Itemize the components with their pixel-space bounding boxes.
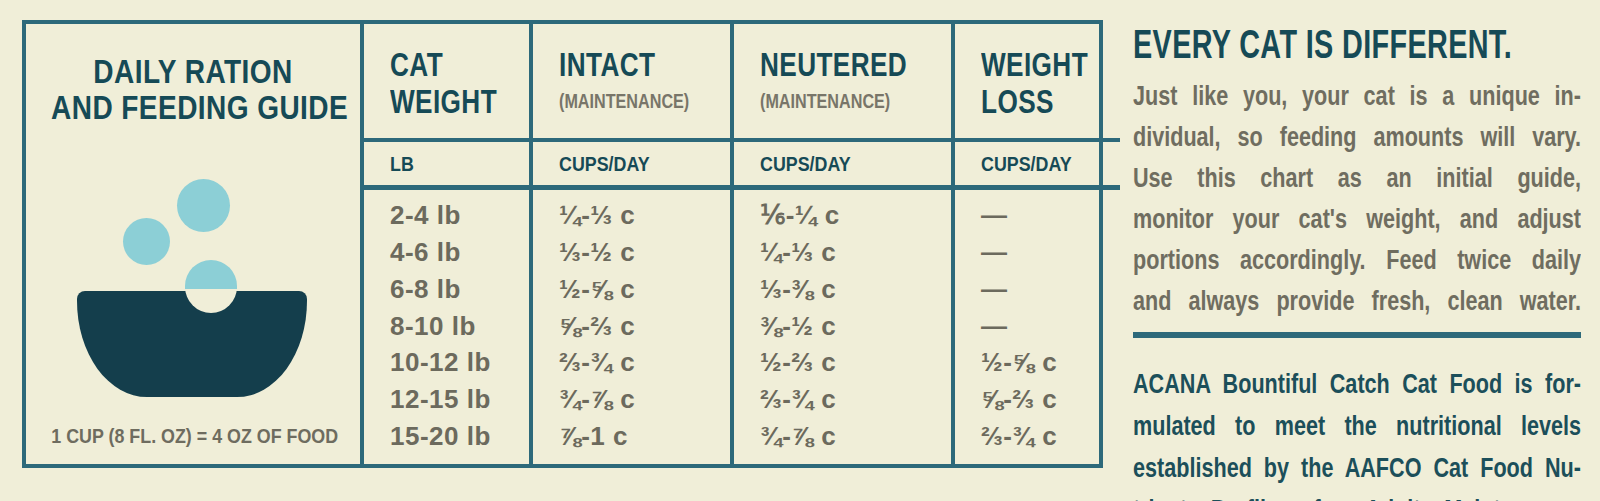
cell-cups-per-day: ⅝-⅔ c [981,384,1120,415]
cell-weight-range: 12-15 lb [390,384,529,415]
column-values: ⅙-¼ c ¼-⅓ c ⅓-⅜ c ⅜-½ c ½-⅔ c ⅔-¾ c ¾-⅞ … [734,190,951,464]
kibble-dot-icon [123,218,170,265]
intro-line: and always provide fresh, clean water. [1133,281,1581,322]
cell-weight-range: 8-10 lb [390,311,529,342]
intro-line: portions accordingly. Feed twice daily [1133,240,1581,281]
cell-cups-per-day: ⅝-⅔ c [559,311,730,342]
intro-line: monitor your cat's weight, and adjust [1133,199,1581,240]
cell-cups-per-day: ⅔-¾ c [559,347,730,378]
aafco-line: ACANA Bountiful Catch Cat Food is for- [1133,363,1581,405]
column-neutered: NEUTERED (MAINTENANCE) CUPS/DAY ⅙-¼ c ¼-… [730,24,951,464]
cell-cups-per-day: — [981,311,1120,342]
cell-cups-per-day: ¾-⅞ c [559,384,730,415]
intro-line: Just like you, your cat is a unique in- [1133,76,1581,117]
cell-weight-range: 4-6 lb [390,237,529,268]
cell-weight-range: 15-20 lb [390,421,529,452]
cell-cups-per-day: ⅔-¾ c [760,384,951,415]
column-values: 2-4 lb 4-6 lb 6-8 lb 8-10 lb 10-12 lb 12… [364,190,529,464]
aafco-line: trient Profiles for Adult Maintenance. [1133,489,1581,501]
cell-cups-per-day: ½-⅝ c [559,274,730,305]
column-values: — — — — ½-⅝ c ⅝-⅔ c ⅔-¾ c [955,190,1120,464]
cell-cups-per-day: ⅜-½ c [760,311,951,342]
column-header: INTACT (MAINTENANCE) [533,24,730,138]
cell-cups-per-day: — [981,200,1120,231]
cell-cups-per-day: ¾-⅞ c [760,421,951,452]
column-unit: CUPS/DAY [734,138,951,190]
kibble-dot-icon [177,179,230,232]
column-cat-weight: CAT WEIGHT LB 2-4 lb 4-6 lb 6-8 lb 8-10 … [360,24,529,464]
cell-weight-range: 6-8 lb [390,274,529,305]
column-title: CAT WEIGHT [390,46,529,120]
cell-cups-per-day: — [981,274,1120,305]
divider-rule [1133,332,1581,338]
column-title: INTACT [559,46,730,83]
column-values: ¼-⅓ c ⅓-½ c ½-⅝ c ⅝-⅔ c ⅔-¾ c ¾-⅞ c ⅞-1 … [533,190,730,464]
cell-cups-per-day: ½-⅔ c [760,347,951,378]
column-weight-loss: WEIGHT LOSS CUPS/DAY — — — — ½-⅝ c ⅝-⅔ c… [951,24,1120,464]
column-header: NEUTERED (MAINTENANCE) [734,24,951,138]
intro-line: dividual, so feeding amounts will vary. [1133,117,1581,158]
feeding-guide-box: DAILY RATION AND FEEDING GUIDE 1 CUP (8 … [22,20,1103,468]
cell-cups-per-day: ⅓-⅜ c [760,274,951,305]
cell-weight-range: 2-4 lb [390,200,529,231]
cup-conversion-note: 1 CUP (8 FL. OZ) = 4 OZ OF FOOD [26,424,360,448]
cell-cups-per-day: ¼-⅓ c [559,200,730,231]
bowl-icon [77,291,307,397]
feeding-guide-label: DAILY RATION AND FEEDING GUIDE 1 CUP (8 … [0,0,1600,501]
column-subtitle: (MAINTENANCE) [760,89,951,113]
cell-cups-per-day: — [981,237,1120,268]
column-intact: INTACT (MAINTENANCE) CUPS/DAY ¼-⅓ c ⅓-½ … [529,24,730,464]
intro-line: Use this chart as an initial guide, [1133,158,1581,199]
column-unit: CUPS/DAY [533,138,730,190]
info-panel: EVERY CAT IS DIFFERENT. Just like you, y… [1133,22,1581,501]
kibble-dot-icon [185,260,237,289]
cell-weight-range: 10-12 lb [390,347,529,378]
cell-cups-per-day: ⅓-½ c [559,237,730,268]
column-title: NEUTERED [760,46,951,83]
column-subtitle: (MAINTENANCE) [559,89,730,113]
daily-ration-panel: DAILY RATION AND FEEDING GUIDE 1 CUP (8 … [26,24,360,464]
aafco-line: established by the AAFCO Cat Food Nu- [1133,447,1581,489]
info-heading: EVERY CAT IS DIFFERENT. [1133,22,1456,66]
column-unit: LB [364,138,529,190]
aafco-statement-paragraph: ACANA Bountiful Catch Cat Food is for- m… [1133,363,1581,501]
cat-food-bowl-icon [26,24,360,464]
cell-cups-per-day: ⅞-1 c [559,421,730,452]
cell-cups-per-day: ½-⅝ c [981,347,1120,378]
column-title: WEIGHT LOSS [981,46,1120,120]
cell-cups-per-day: ⅔-¾ c [981,421,1120,452]
cell-cups-per-day: ¼-⅓ c [760,237,951,268]
column-header: CAT WEIGHT [364,24,529,138]
cell-cups-per-day: ⅙-¼ c [760,200,951,231]
info-intro-paragraph: Just like you, your cat is a unique in- … [1133,76,1581,322]
column-header: WEIGHT LOSS [955,24,1120,138]
column-unit: CUPS/DAY [955,138,1120,190]
aafco-line: mulated to meet the nutritional levels [1133,405,1581,447]
